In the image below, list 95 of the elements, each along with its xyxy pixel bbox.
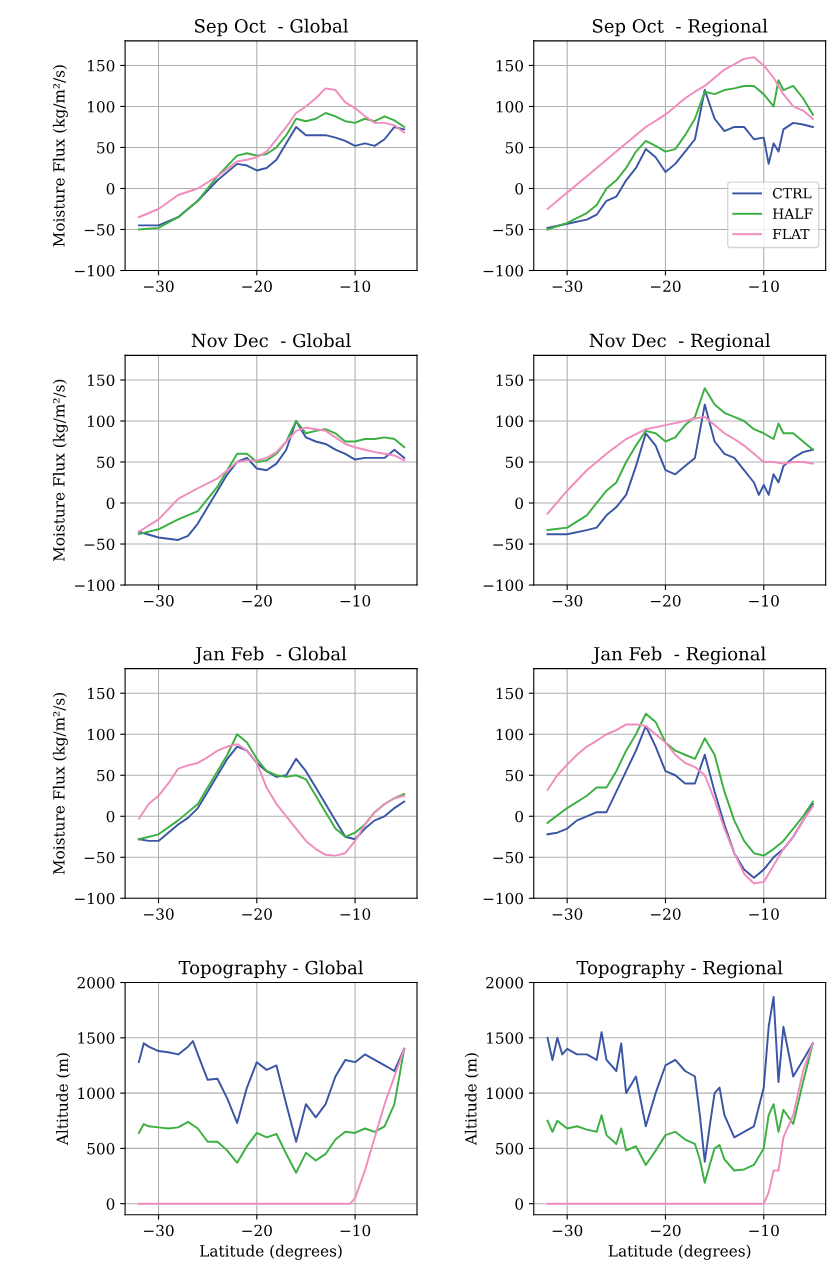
x-tick-label: −20 xyxy=(650,595,681,607)
x-tick-label: −10 xyxy=(749,1224,779,1237)
y-tick-label: −50 xyxy=(493,851,524,864)
y-tick-label: −100 xyxy=(483,579,524,592)
y-tick-label: 100 xyxy=(88,415,115,428)
line-series xyxy=(546,995,814,1163)
y-tick-label: 50 xyxy=(97,456,115,469)
chart-title: Sep Oct - Global xyxy=(195,18,349,37)
x-tick-label: −10 xyxy=(340,595,371,607)
y-tick-label: 0 xyxy=(515,182,524,195)
y-tick-label: −100 xyxy=(75,264,115,277)
y-tick-label: 1000 xyxy=(487,1087,524,1100)
y-tick-label: −50 xyxy=(493,223,524,236)
y-tick-label: −100 xyxy=(483,892,524,905)
y-tick-label: 2000 xyxy=(486,976,524,989)
y-tick-label: −100 xyxy=(483,264,524,277)
x-tick-label: −20 xyxy=(650,280,681,293)
legend-label: FLAT xyxy=(772,228,810,240)
y-tick-label: 100 xyxy=(496,415,524,428)
y-tick-label: 50 xyxy=(97,769,115,782)
y-tick-label: 150 xyxy=(496,687,524,700)
line-series xyxy=(546,415,814,515)
chart-title: Sep Oct - Regional xyxy=(592,18,768,37)
y-tick-label: 150 xyxy=(88,374,115,386)
x-tick-label: −20 xyxy=(650,1224,681,1237)
y-tick-label: 0 xyxy=(515,497,524,510)
y-tick-label: 500 xyxy=(496,1142,524,1155)
y-tick-label: 50 xyxy=(505,769,524,782)
x-tick-label: −20 xyxy=(242,595,272,607)
x-tick-label: −30 xyxy=(552,280,583,293)
y-tick-label: 2000 xyxy=(77,976,115,989)
x-tick-label: −30 xyxy=(144,908,174,920)
y-tick-label: 150 xyxy=(496,59,524,72)
x-tick-label: −20 xyxy=(242,280,272,293)
y-tick-label: 0 xyxy=(515,810,524,823)
x-tick-label: −10 xyxy=(340,908,371,920)
x-tick-label: −30 xyxy=(552,908,583,920)
legend-label: CTRL xyxy=(772,187,812,199)
x-axis-title: Latitude (degrees) xyxy=(200,1244,342,1260)
x-tick-label: −30 xyxy=(144,595,174,607)
y-tick-label: 150 xyxy=(88,687,115,700)
chart-title: Topography - Regional xyxy=(576,960,783,979)
y-tick-label: 50 xyxy=(97,141,115,154)
line-series xyxy=(546,712,814,857)
y-tick-label: 1500 xyxy=(487,1032,524,1044)
chart-title: Nov Dec - Global xyxy=(191,333,351,348)
legend-label: HALF xyxy=(772,208,813,219)
y-axis-title: Moisture Flux (kg/m²/s) xyxy=(52,65,68,247)
y-tick-label: 100 xyxy=(88,728,115,741)
y-tick-label: 0 xyxy=(515,1198,524,1210)
x-tick-label: −10 xyxy=(749,908,779,920)
line-series xyxy=(137,87,406,219)
y-axis-title: Altitude (m) xyxy=(464,1053,479,1146)
y-tick-label: 0 xyxy=(106,497,115,510)
x-tick-label: −10 xyxy=(340,1224,371,1237)
y-tick-label: 1000 xyxy=(78,1087,115,1100)
x-axis-title: Latitude (degrees) xyxy=(608,1244,751,1260)
y-tick-label: −100 xyxy=(75,579,115,592)
x-tick-label: −10 xyxy=(340,280,371,293)
chart-title: Topography - Global xyxy=(178,960,364,979)
y-axis-title: Moisture Flux (kg/m²/s) xyxy=(52,693,68,875)
y-tick-label: 1500 xyxy=(78,1032,115,1044)
y-tick-label: 500 xyxy=(87,1142,115,1155)
y-tick-label: 150 xyxy=(88,59,115,72)
y-tick-label: −50 xyxy=(84,538,115,551)
x-tick-label: −20 xyxy=(242,908,272,920)
y-tick-label: −50 xyxy=(84,223,115,236)
chart-title: Jan Feb - Global xyxy=(193,646,347,665)
y-axis-title: Moisture Flux (kg/m²/s) xyxy=(52,379,68,562)
chart-title: Nov Dec - Regional xyxy=(589,333,771,352)
x-tick-label: −30 xyxy=(552,595,583,607)
x-tick-label: −10 xyxy=(749,280,779,293)
x-tick-label: −10 xyxy=(749,595,779,607)
y-tick-label: 50 xyxy=(505,456,524,469)
x-tick-label: −20 xyxy=(650,908,681,920)
x-tick-label: −30 xyxy=(552,1224,583,1237)
line-series xyxy=(546,56,814,210)
y-tick-label: −50 xyxy=(84,851,115,864)
y-tick-label: 100 xyxy=(88,100,115,113)
y-tick-label: 100 xyxy=(496,728,524,741)
x-tick-label: −20 xyxy=(242,1224,272,1237)
y-tick-label: −100 xyxy=(75,892,115,905)
chart-title: Jan Feb - Regional xyxy=(591,646,766,665)
y-tick-label: 150 xyxy=(496,374,524,386)
line-series xyxy=(137,1040,406,1143)
x-tick-label: −30 xyxy=(144,1224,174,1237)
y-tick-label: −50 xyxy=(493,538,524,551)
y-tick-label: 100 xyxy=(496,100,524,113)
y-tick-label: 0 xyxy=(106,1198,115,1210)
y-tick-label: 50 xyxy=(505,141,524,154)
y-axis-title: Altitude (m) xyxy=(56,1053,71,1146)
line-series xyxy=(137,1047,406,1205)
x-tick-label: −30 xyxy=(144,280,174,293)
y-tick-label: 0 xyxy=(106,182,115,195)
y-tick-label: 0 xyxy=(106,810,115,823)
